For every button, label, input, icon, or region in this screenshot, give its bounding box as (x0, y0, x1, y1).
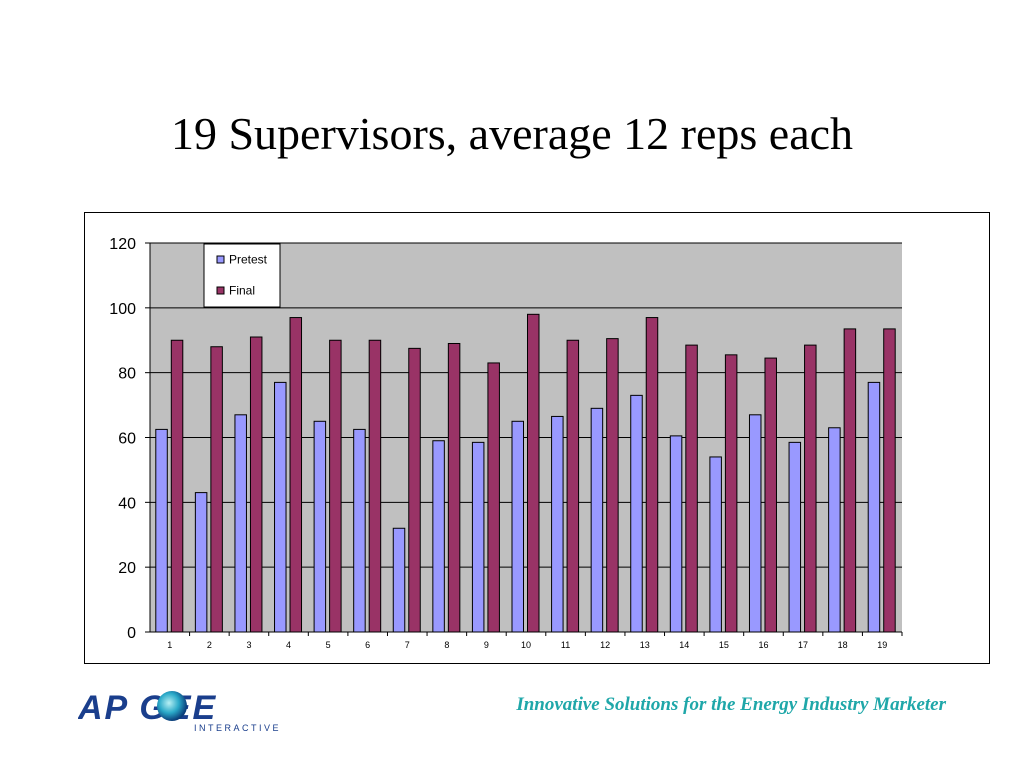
legend-swatch-pretest (216, 255, 225, 264)
x-tick-label: 18 (838, 640, 848, 650)
bar-pretest-13 (630, 394, 643, 633)
x-tick-label: 2 (207, 640, 212, 650)
bar-final-13 (645, 317, 659, 633)
bar-pretest-14 (669, 435, 683, 633)
x-tick-label: 11 (561, 640, 570, 650)
bar-final-16 (764, 357, 777, 633)
legend-label-final: Final (229, 284, 255, 298)
bar-final-5 (329, 339, 342, 633)
bar-final-11 (566, 339, 580, 633)
bar-pretest-2 (194, 492, 208, 633)
bar-final-1 (170, 339, 184, 633)
x-tick-label: 1 (167, 640, 172, 650)
bar-final-10 (527, 313, 540, 633)
bar-pretest-15 (709, 456, 722, 633)
slide-title: 19 Supervisors, average 12 reps each (170, 108, 854, 159)
bar-final-9 (487, 362, 500, 633)
x-tick-label: 5 (326, 640, 331, 650)
bar-final-17 (804, 344, 817, 633)
bar-pretest-1 (155, 428, 168, 633)
x-tick-label: 13 (640, 640, 650, 650)
y-tick-label: 20 (118, 560, 136, 577)
bar-pretest-19 (867, 381, 881, 633)
x-tick-label: 16 (758, 640, 768, 650)
bar-final-12 (606, 338, 619, 633)
x-tick-label: 9 (484, 640, 489, 650)
x-tick-label: 15 (719, 640, 729, 650)
x-tick-label: 8 (444, 640, 449, 650)
x-tick-label: 3 (246, 640, 251, 650)
apogee-logo: AP GEE INTERACTIVE (78, 689, 281, 733)
bar-final-15 (724, 354, 738, 633)
x-tick-label: 7 (405, 640, 410, 650)
bar-final-18 (843, 328, 857, 633)
bar-pretest-3 (234, 414, 247, 633)
tagline: Innovative Solutions for the Energy Indu… (516, 694, 946, 715)
x-tick-label: 12 (600, 640, 610, 650)
x-tick-label: 14 (679, 640, 689, 650)
bar-final-3 (249, 336, 263, 633)
logo-subtitle: INTERACTIVE (194, 723, 281, 733)
bar-pretest-16 (748, 414, 762, 633)
y-tick-label: 60 (118, 431, 136, 448)
y-tick-label: 80 (118, 366, 136, 383)
y-tick-label: 40 (118, 495, 136, 512)
y-tick-label: 120 (109, 236, 136, 253)
x-tick-label: 10 (521, 640, 531, 650)
x-tick-label: 6 (365, 640, 370, 650)
bar-pretest-7 (392, 527, 406, 633)
globe-icon (157, 691, 187, 721)
legend-box (203, 243, 281, 308)
bar-pretest-6 (353, 428, 366, 633)
bar-final-19 (883, 328, 896, 633)
bar-final-6 (368, 339, 382, 633)
x-tick-label: 19 (877, 640, 887, 650)
x-tick-label: 4 (286, 640, 291, 650)
bar-pretest-9 (471, 441, 485, 633)
bar-final-14 (685, 344, 698, 633)
bar-final-4 (289, 317, 303, 633)
bar-pretest-8 (432, 440, 445, 633)
bar-pretest-11 (551, 415, 564, 633)
bar-pretest-5 (313, 420, 327, 633)
bar-pretest-18 (828, 427, 841, 633)
bar-pretest-12 (590, 407, 604, 633)
bar-final-8 (447, 342, 461, 633)
x-tick-label: 17 (798, 640, 808, 650)
legend-label-pretest: Pretest (229, 253, 268, 267)
legend-swatch-final (216, 286, 225, 295)
chart-frame: 0 20 40 60 80 100 120 1 2 3 4 5 6 7 8 9 10 11 12 13 14 15 16 17… (84, 212, 990, 664)
bar-pretest-10 (511, 420, 524, 633)
y-tick-label: 0 (127, 625, 136, 642)
bar-pretest-17 (788, 441, 802, 633)
bar-final-2 (210, 346, 223, 633)
logo-wordmark: AP GEE (78, 689, 217, 727)
bar-pretest-4 (274, 381, 287, 633)
y-tick-label: 100 (109, 301, 136, 318)
bar-final-7 (408, 347, 421, 633)
